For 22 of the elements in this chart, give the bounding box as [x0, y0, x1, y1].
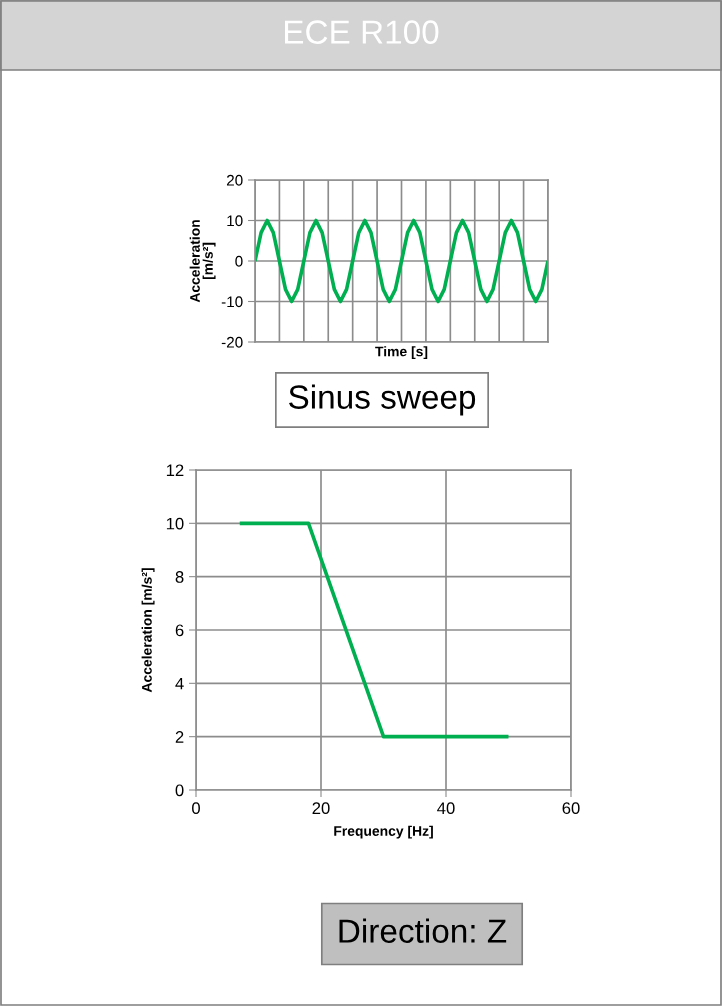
y-tick-label: 20: [226, 174, 243, 186]
x-tick-label: 60: [562, 802, 580, 815]
y-tick-label: 4: [175, 677, 184, 690]
x-tick-label: 40: [437, 802, 455, 815]
x-tick-label: 20: [312, 802, 330, 815]
x-axis-title: Time [s]: [375, 346, 428, 360]
chart-title: Sinus sweep: [289, 384, 476, 416]
y-tick-label: -10: [221, 296, 243, 308]
x-tick-label: 0: [192, 802, 200, 815]
y-tick-label: -20: [221, 336, 243, 348]
y-tick-label: 10: [227, 215, 243, 227]
text: Direction: Z: [339, 918, 507, 943]
y-tick-label: 0: [235, 255, 243, 267]
y-tick-label: 12: [166, 464, 184, 477]
x-axis-title: Frequency [Hz]: [334, 825, 433, 839]
y-axis-title: Acceleration [m/s²]: [189, 220, 216, 303]
y-tick-label: 6: [175, 624, 184, 637]
y-tick-label: 8: [175, 571, 184, 583]
y-tick-label: 2: [175, 731, 184, 743]
y-axis-title: Acceleration [m/s²]: [141, 568, 155, 693]
y-tick-label: 0: [175, 784, 184, 797]
y-tick-label: 10: [166, 517, 184, 530]
